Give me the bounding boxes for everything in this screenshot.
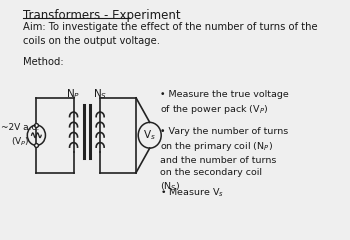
- Text: • Vary the number of turns
on the primary coil (N$_P$)
and the number of turns
o: • Vary the number of turns on the primar…: [160, 127, 288, 193]
- Text: Transformers - Experiment: Transformers - Experiment: [23, 9, 181, 22]
- Text: • Measure the true voltage
of the power pack (V$_P$): • Measure the true voltage of the power …: [160, 90, 289, 116]
- Text: Aim: To investigate the effect of the number of turns of the
coils on the output: Aim: To investigate the effect of the nu…: [23, 22, 318, 46]
- Text: Method:: Method:: [23, 57, 64, 67]
- Text: • Measure V$_s$: • Measure V$_s$: [160, 186, 224, 198]
- Text: N$_S$: N$_S$: [93, 87, 107, 101]
- Text: V$_s$: V$_s$: [143, 128, 156, 142]
- Text: N$_P$: N$_P$: [66, 87, 80, 101]
- Text: ~2V a.c.
(V$_P$): ~2V a.c. (V$_P$): [1, 123, 40, 148]
